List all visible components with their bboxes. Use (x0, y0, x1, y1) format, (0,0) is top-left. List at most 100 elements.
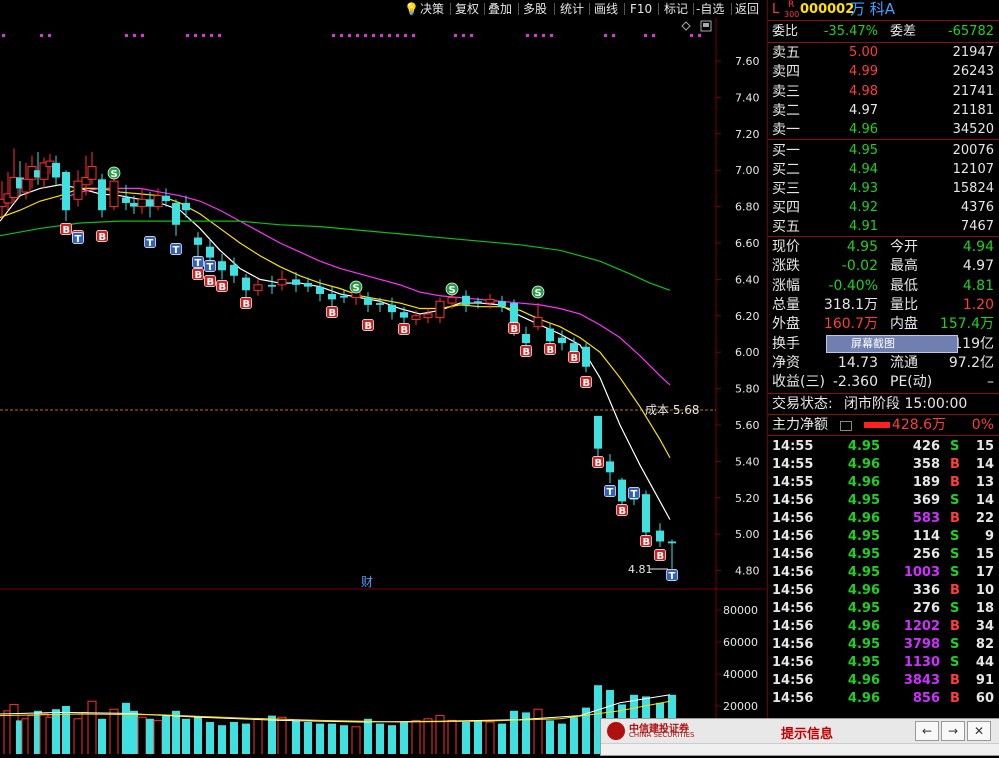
signal-dot (698, 34, 701, 37)
tick-direction: B (950, 475, 960, 490)
trade-marker-b[interactable]: B (96, 230, 108, 244)
trade-marker-b[interactable]: B (216, 280, 228, 294)
toolbar-mark-button[interactable]: 标记 (664, 2, 689, 16)
svg-text:T: T (147, 238, 154, 249)
candle-down (546, 328, 554, 342)
volume-bar-up (351, 726, 361, 758)
toolbar-multi-stock-button[interactable]: 多股 (523, 2, 548, 16)
trade-marker-t[interactable]: T (144, 236, 156, 250)
stat-label: 最高 (890, 258, 918, 275)
toolbar-watchlist-button[interactable]: -自选 (696, 2, 725, 16)
trade-marker-b[interactable]: B (568, 351, 580, 365)
svg-text:T: T (195, 258, 202, 269)
trade-marker-b[interactable]: B (616, 504, 628, 518)
tick-count: 14 (975, 493, 994, 508)
chart-settings-icon[interactable] (681, 20, 712, 32)
toolbar-overlay-button[interactable]: 叠加 (488, 2, 513, 16)
trade-marker-s[interactable]: S (349, 280, 363, 294)
trade-marker-b[interactable]: B (508, 322, 520, 336)
trade-marker-s[interactable]: S (445, 282, 459, 296)
notification-popup[interactable]: 中信建投证券 CHINA SECURITIES 提示信息 ← → ✕ (600, 718, 999, 756)
toolbar-stats-button[interactable]: 统计 (560, 2, 585, 16)
trade-marker-b[interactable]: B (204, 275, 216, 289)
toolbar-adjust-button[interactable]: 复权 (455, 2, 480, 16)
trade-marker-b[interactable]: B (654, 549, 666, 563)
trade-marker-b[interactable]: B (592, 456, 604, 470)
volume-bar-down (182, 718, 190, 758)
next-arrow-icon[interactable]: → (941, 721, 965, 741)
candle-down (558, 337, 566, 344)
price-chart-panel[interactable]: 成本 5.68 7.60 7.40 7.20 7.00 6.80 6.60 6.40 6.20… (0, 18, 766, 590)
candle-down (122, 197, 130, 203)
trade-marker-b[interactable]: B (362, 319, 374, 333)
tick-row: 14:55 4.96 189 B 13 (768, 474, 999, 492)
tick-price: 4.96 (847, 691, 880, 706)
tick-time: 14:55 (772, 457, 814, 472)
bid-level-1: 买一 4.95 20076 (768, 142, 999, 160)
svg-text:B: B (99, 232, 107, 243)
trade-marker-t[interactable]: T (192, 256, 204, 270)
stat-value: 157.4万 (939, 316, 994, 333)
screenshot-tooltip-text: 屏幕截图 (851, 337, 895, 350)
trade-marker-b[interactable]: B (326, 306, 338, 320)
volume-bar-up (411, 719, 421, 758)
prev-arrow-icon[interactable]: ← (915, 721, 939, 741)
price-tick-label: 7.60 (735, 55, 760, 68)
svg-text:B: B (643, 537, 651, 548)
trade-marker-b[interactable]: B (544, 343, 556, 357)
signal-dot (644, 34, 647, 37)
trade-marker-b[interactable]: B (240, 297, 252, 311)
svg-text:B: B (523, 347, 531, 358)
trade-marker-b[interactable]: B (640, 535, 652, 549)
candle-down (130, 202, 138, 207)
document-icon[interactable] (840, 421, 852, 431)
trade-marker-s[interactable]: S (531, 285, 545, 299)
volume-bar-down (340, 725, 348, 758)
volume-bar-down (594, 685, 602, 758)
financial-report-marker[interactable]: 财 (361, 575, 373, 589)
signal-dot (462, 34, 465, 37)
candle-down (218, 261, 226, 271)
trade-marker-t[interactable]: T (628, 487, 640, 501)
bid-level-5-price: 4.91 (849, 219, 878, 234)
trade-marker-t[interactable]: T (72, 232, 84, 246)
toolbar-decision-button[interactable]: 决策 (420, 2, 445, 16)
tick-price: 4.95 (847, 637, 880, 652)
svg-text:T: T (173, 245, 180, 256)
volume-bar-down (122, 702, 130, 758)
tick-volume: 358 (912, 457, 940, 472)
candle-down (304, 283, 312, 287)
svg-text:B: B (401, 325, 409, 336)
price-tick-label: 4.80 (735, 565, 760, 578)
stat-value: 4.81 (962, 277, 994, 294)
toolbar-draw-button[interactable]: 画线 (594, 2, 619, 16)
tick-row: 14:56 4.96 583 B 22 (768, 510, 999, 528)
tick-count: 15 (975, 439, 994, 454)
trade-marker-t[interactable]: T (170, 243, 182, 257)
trade-marker-b[interactable]: B (60, 223, 72, 237)
ask-level-5-price: 5.00 (849, 45, 878, 60)
volume-bar-down (558, 723, 566, 758)
svg-text:S: S (535, 288, 542, 299)
trade-marker-b[interactable]: B (192, 268, 204, 282)
tick-time: 14:56 (772, 619, 814, 634)
trade-marker-b[interactable]: B (580, 376, 592, 390)
candle-up (87, 166, 97, 180)
tick-time: 14:56 (772, 493, 814, 508)
order-diff-label: 委差 (890, 24, 917, 39)
close-icon[interactable]: ✕ (967, 721, 991, 741)
stat-value: 318.1万 (823, 296, 878, 313)
candle-down (668, 541, 676, 544)
trade-marker-b[interactable]: B (520, 345, 532, 359)
trade-marker-t[interactable]: T (604, 485, 616, 499)
trade-marker-b[interactable]: B (398, 323, 410, 337)
trade-marker-t[interactable]: T (666, 569, 678, 583)
tick-volume: 856 (912, 691, 940, 706)
trade-marker-s[interactable]: S (107, 166, 121, 180)
volume-bar-down (498, 723, 506, 758)
stat-value: -0.40% (828, 277, 878, 294)
bid-level-3: 买三 4.93 15824 (768, 180, 999, 198)
toolbar-back-button[interactable]: 返回 (735, 2, 760, 16)
trade-marker-t[interactable]: T (204, 260, 216, 274)
toolbar-f10-button[interactable]: F10 (630, 2, 653, 16)
